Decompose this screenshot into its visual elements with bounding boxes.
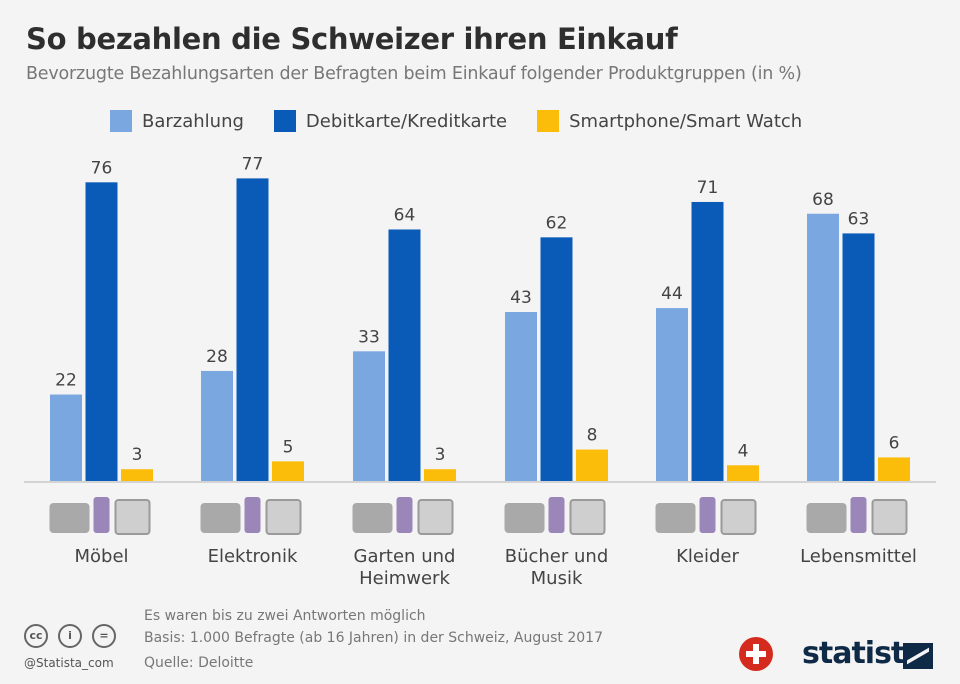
swiss-flag-icon xyxy=(739,637,773,671)
data-label: 43 xyxy=(510,288,532,308)
category-label: Heimwerk xyxy=(359,568,450,589)
category-label: Garten und xyxy=(354,546,456,567)
data-label: 33 xyxy=(358,327,380,347)
bar xyxy=(272,461,304,481)
bar xyxy=(656,308,688,481)
legend-label: Barzahlung xyxy=(142,110,244,132)
category-group: 68 63 6 Lebensmittel xyxy=(800,190,917,567)
bar xyxy=(121,469,153,481)
legend-swatch xyxy=(110,110,132,132)
footnote: Es waren bis zu zwei Antworten möglich xyxy=(144,608,426,624)
statista-logo-mark-icon xyxy=(903,643,933,669)
twitter-handle: @Statista_com xyxy=(24,656,114,670)
category-label: Musik xyxy=(531,568,583,589)
data-label: 44 xyxy=(661,284,683,304)
bar xyxy=(878,457,910,481)
bar xyxy=(424,469,456,481)
legend-swatch xyxy=(537,110,560,132)
data-label: 64 xyxy=(394,205,416,225)
bar xyxy=(50,394,82,481)
data-label: 22 xyxy=(55,371,77,391)
bar xyxy=(540,237,573,481)
dress-hoodie-boot-icon xyxy=(655,497,757,535)
data-label: 8 xyxy=(587,426,598,446)
no-derivatives-icon: = xyxy=(92,624,116,648)
bar xyxy=(691,201,724,481)
bar xyxy=(353,351,385,481)
laptop-camera-phone-icon xyxy=(200,497,302,535)
legend-swatch xyxy=(273,110,296,132)
data-label: 4 xyxy=(738,441,749,461)
category-label: Möbel xyxy=(74,546,128,567)
data-label: 77 xyxy=(242,154,264,174)
chart-title: So bezahlen die Schweizer ihren Einkauf xyxy=(26,22,678,56)
books-music-note-icon xyxy=(504,497,606,535)
watering-can-shovel-hammer-icon xyxy=(352,497,454,535)
category-group: 22 76 3 Möbel xyxy=(49,158,153,567)
legend-item-cash: Barzahlung xyxy=(110,110,244,132)
bar xyxy=(807,213,839,481)
bar xyxy=(576,449,608,481)
category-group: 44 71 4 Kleider xyxy=(655,178,759,567)
legend-label: Debitkarte/Kreditkarte xyxy=(305,110,508,132)
bar xyxy=(505,312,537,481)
data-label: 71 xyxy=(697,178,719,198)
chart-subtitle: Bevorzugte Bezahlungsarten der Befragten… xyxy=(26,64,802,84)
basket-banana-apple-icon xyxy=(806,497,908,535)
category-label: Bücher und xyxy=(505,546,609,567)
category-label: Elektronik xyxy=(208,546,298,567)
bar xyxy=(727,465,759,481)
data-label: 5 xyxy=(283,437,294,457)
legend: Barzahlung Debitkarte/Kreditkarte Smartp… xyxy=(110,110,802,132)
data-label: 3 xyxy=(435,445,446,465)
bar xyxy=(201,370,233,481)
source-note: Quelle: Deloitte xyxy=(144,655,254,671)
data-label: 68 xyxy=(812,190,834,210)
category-group: 28 77 5 Elektronik xyxy=(200,154,304,567)
data-label: 28 xyxy=(206,347,228,367)
sofa-lamp-cabinet-icon xyxy=(49,497,151,535)
basis-note: Basis: 1.000 Befragte (ab 16 Jahren) in … xyxy=(144,630,603,646)
bar xyxy=(236,178,269,481)
data-label: 76 xyxy=(91,158,113,178)
attribution-icon: i xyxy=(58,624,82,648)
legend-item-card: Debitkarte/Kreditkarte xyxy=(273,110,508,132)
legend-label: Smartphone/Smart Watch xyxy=(569,110,803,132)
data-label: 62 xyxy=(546,213,568,233)
data-label: 63 xyxy=(848,209,870,229)
bar xyxy=(85,182,118,481)
bar xyxy=(388,229,421,481)
data-label: 3 xyxy=(132,445,143,465)
category-label: Lebensmittel xyxy=(800,546,917,567)
bar xyxy=(842,233,875,481)
legend-item-smartphone: Smartphone/Smart Watch xyxy=(537,110,802,132)
cc-icon: cc xyxy=(24,624,48,648)
category-label: Kleider xyxy=(676,546,739,567)
data-label: 6 xyxy=(889,433,900,453)
